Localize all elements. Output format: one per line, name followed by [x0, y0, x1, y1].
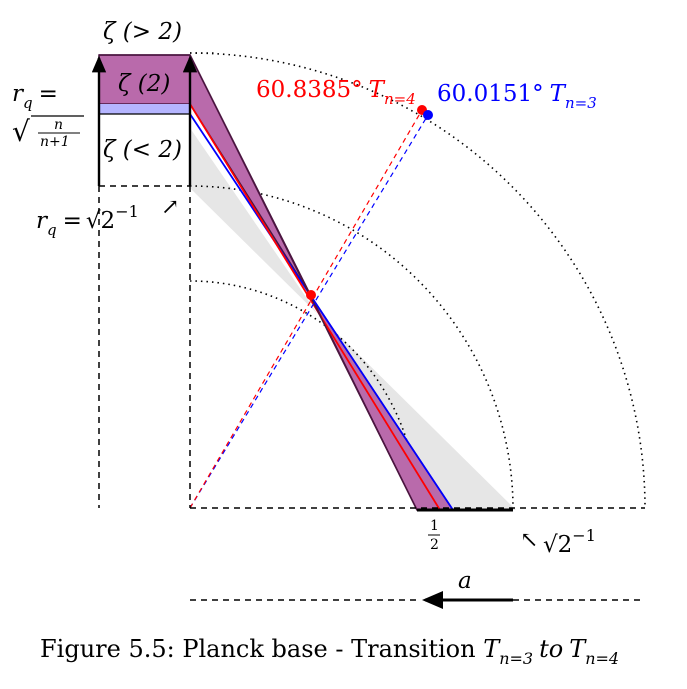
- rq-top-symbol: rq =: [12, 81, 58, 112]
- zeta2-region: [98, 54, 191, 105]
- zeta-2-label: ζ (2): [118, 71, 170, 97]
- lavender-strip: [99, 104, 190, 114]
- angle-blue-label: 60.0151° Tn=3: [437, 81, 597, 112]
- arc-middle: [189, 185, 514, 509]
- rq-bottom-label: rq = √2−1: [36, 202, 139, 239]
- gray-band: [190, 128, 516, 510]
- diagonal-edge: [189, 54, 418, 511]
- rq-pointer-arrow: ↗: [161, 195, 179, 220]
- sqrt2-pointer-arrow: ↖: [520, 528, 538, 553]
- red-ray: [189, 109, 423, 509]
- zeta-lt2-label: ζ (< 2): [103, 137, 182, 163]
- intersection-dot: [306, 290, 316, 300]
- zeta-gt2-label: ζ (> 2): [103, 19, 182, 45]
- half-numerator: 1: [430, 518, 439, 534]
- a-label: a: [458, 568, 472, 594]
- blue-line: [189, 113, 454, 511]
- blue-endpoint-dot: [423, 110, 433, 120]
- sqrt-sign: √: [12, 115, 30, 148]
- blue-ray: [189, 114, 429, 509]
- frac-numerator: n: [54, 117, 63, 133]
- half-denominator: 2: [430, 537, 439, 553]
- figure-caption: Figure 5.5: Planck base - Transition Tn=…: [40, 635, 619, 668]
- frac-denominator: n+1: [40, 134, 70, 150]
- angle-red-label: 60.8385° Tn=4: [256, 77, 416, 108]
- sqrt2-right-label: √2−1: [543, 526, 596, 558]
